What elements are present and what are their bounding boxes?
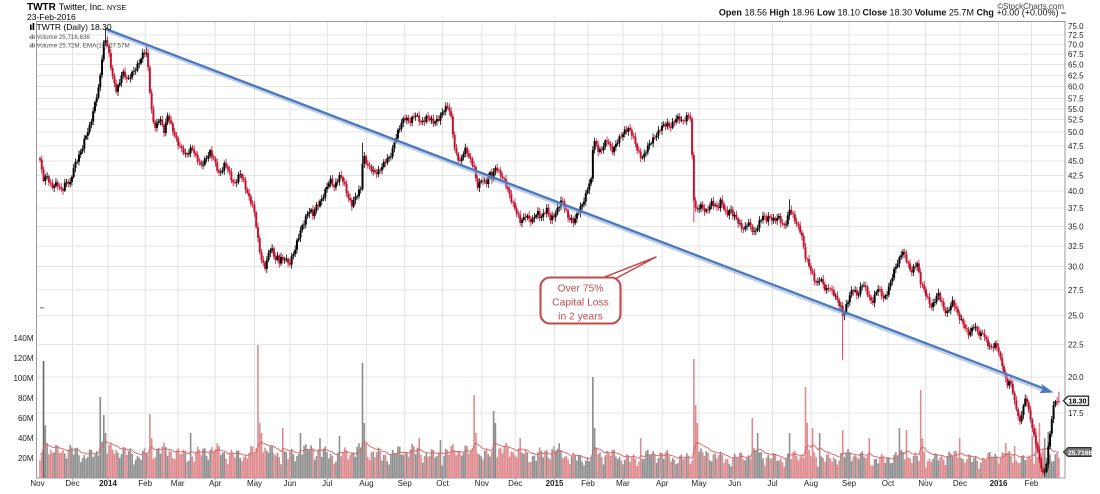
svg-text:Feb: Feb xyxy=(1025,479,1039,488)
svg-text:62.5: 62.5 xyxy=(1068,72,1084,81)
svg-text:Over 75%: Over 75% xyxy=(558,284,604,295)
svg-text:Nov: Nov xyxy=(475,479,489,488)
svg-text:60.0: 60.0 xyxy=(1068,83,1084,92)
svg-text:Feb: Feb xyxy=(581,479,595,488)
svg-text:40M: 40M xyxy=(18,434,34,443)
svg-text:May: May xyxy=(691,479,706,488)
svg-text:45.0: 45.0 xyxy=(1068,157,1084,166)
svg-text:72.5: 72.5 xyxy=(1068,31,1084,40)
svg-text:Oct: Oct xyxy=(882,479,895,488)
svg-text:17.5: 17.5 xyxy=(1068,409,1084,418)
svg-text:23-Feb-2016: 23-Feb-2016 xyxy=(27,12,76,22)
svg-text:Sep: Sep xyxy=(842,479,857,488)
svg-text:Mar: Mar xyxy=(171,479,185,488)
svg-text:Dec: Dec xyxy=(65,479,79,488)
svg-text:Nov: Nov xyxy=(918,479,932,488)
svg-text:65.0: 65.0 xyxy=(1068,61,1084,70)
svg-text:in 2 years: in 2 years xyxy=(558,312,603,323)
svg-text:Sep: Sep xyxy=(398,479,413,488)
svg-text:2014: 2014 xyxy=(99,479,117,488)
svg-text:22.5: 22.5 xyxy=(1068,341,1084,350)
svg-text:Volume 25,716,636: Volume 25,716,636 xyxy=(37,34,91,41)
svg-text:60M: 60M xyxy=(18,414,34,423)
svg-text:40.0: 40.0 xyxy=(1068,187,1084,196)
svg-text:Nov: Nov xyxy=(30,479,44,488)
svg-text:Oct: Oct xyxy=(436,479,449,488)
svg-text:25.0: 25.0 xyxy=(1068,312,1084,321)
svg-text:140M: 140M xyxy=(13,334,33,343)
svg-text:Dec: Dec xyxy=(508,479,522,488)
svg-text:55.0: 55.0 xyxy=(1068,105,1084,114)
svg-text:30.0: 30.0 xyxy=(1068,263,1084,272)
svg-text:Jun: Jun xyxy=(728,479,741,488)
svg-text:Dec: Dec xyxy=(953,479,967,488)
svg-text:Volume 25.72M, EMA(14) 27.57M: Volume 25.72M, EMA(14) 27.57M xyxy=(37,42,130,49)
svg-text:35.0: 35.0 xyxy=(1068,223,1084,232)
svg-text:67.5: 67.5 xyxy=(1068,50,1084,59)
svg-text:25.7166: 25.7166 xyxy=(1068,450,1092,457)
svg-text:Aug: Aug xyxy=(359,479,373,488)
svg-text:32.5: 32.5 xyxy=(1068,242,1084,251)
svg-text:37.5: 37.5 xyxy=(1068,204,1084,213)
svg-text:TWTR Twitter, Inc. NYSE: TWTR Twitter, Inc. NYSE xyxy=(27,2,126,13)
svg-text:42.5: 42.5 xyxy=(1068,172,1084,181)
svg-text:Apr: Apr xyxy=(209,479,222,488)
svg-text:20.0: 20.0 xyxy=(1068,373,1084,382)
svg-text:120M: 120M xyxy=(13,354,33,363)
svg-text:100M: 100M xyxy=(13,374,33,383)
svg-text:©StockCharts.com: ©StockCharts.com xyxy=(997,2,1064,11)
svg-text:27.5: 27.5 xyxy=(1068,286,1084,295)
svg-text:18.30: 18.30 xyxy=(1069,397,1087,406)
svg-text:2015: 2015 xyxy=(546,479,564,488)
svg-text:Capital Loss: Capital Loss xyxy=(552,298,609,309)
svg-text:Jul: Jul xyxy=(322,479,332,488)
svg-text:47.5: 47.5 xyxy=(1068,142,1084,151)
svg-text:75.0: 75.0 xyxy=(1068,22,1084,31)
svg-text:20M: 20M xyxy=(18,454,34,463)
svg-text:Jul: Jul xyxy=(767,479,777,488)
svg-text:2016: 2016 xyxy=(990,479,1008,488)
svg-text:Aug: Aug xyxy=(804,479,818,488)
svg-text:52.5: 52.5 xyxy=(1068,116,1084,125)
svg-text:Open 18.56 High 18.96 Low 18.1: Open 18.56 High 18.96 Low 18.10 Close 18… xyxy=(719,8,1066,18)
svg-text:Apr: Apr xyxy=(656,479,669,488)
svg-text:80M: 80M xyxy=(18,394,34,403)
svg-text:Feb: Feb xyxy=(138,479,152,488)
svg-text:Jun: Jun xyxy=(284,479,297,488)
svg-text:May: May xyxy=(247,479,262,488)
svg-text:50.0: 50.0 xyxy=(1068,128,1084,137)
svg-text:Mar: Mar xyxy=(616,479,630,488)
svg-text:70.0: 70.0 xyxy=(1068,41,1084,50)
svg-text:TWTR (Daily) 18.30: TWTR (Daily) 18.30 xyxy=(37,22,112,32)
svg-text:57.5: 57.5 xyxy=(1068,95,1084,104)
